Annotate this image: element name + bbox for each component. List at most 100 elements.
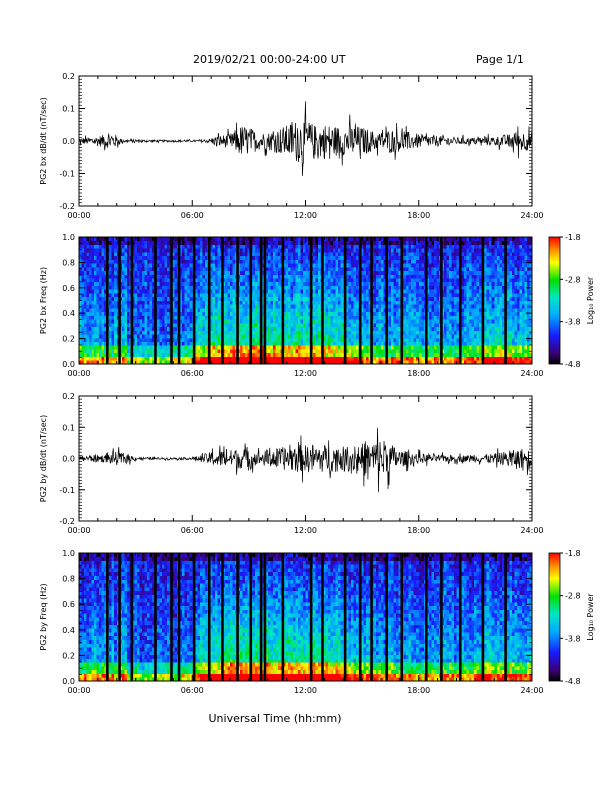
spectrogram-cell xyxy=(124,307,128,313)
spectrogram-cell xyxy=(388,248,392,253)
spectrogram-cell xyxy=(338,360,342,365)
spectrogram-cell xyxy=(184,263,188,268)
spectrogram-cell xyxy=(199,330,203,335)
spectrogram-cell xyxy=(383,322,387,328)
spectrogram-cell xyxy=(275,300,279,305)
spectrogram-cell xyxy=(325,315,329,320)
spectrogram-cell xyxy=(245,281,249,286)
spectrogram-cell xyxy=(232,251,236,257)
spectrogram-cell xyxy=(174,255,178,260)
spectrogram-cell xyxy=(209,300,213,305)
spectrogram-cell xyxy=(79,244,82,249)
spectrogram-cell xyxy=(257,322,261,328)
spectrogram-cell xyxy=(287,334,291,339)
spectrogram-cell xyxy=(197,311,201,316)
spectrogram-cell xyxy=(151,266,155,272)
spectrogram-cell xyxy=(403,349,407,354)
spectrogram-cell xyxy=(363,307,367,313)
spectrogram-cell xyxy=(199,248,203,253)
spectrogram-cell xyxy=(126,251,130,257)
spectrogram-cell xyxy=(267,244,271,249)
spectrogram-cell xyxy=(182,337,186,342)
spectrogram-cell xyxy=(290,255,294,260)
spectrogram-cell xyxy=(101,337,105,342)
spectrogram-cell xyxy=(209,266,213,272)
spectrogram-cell xyxy=(162,315,165,320)
spectrogram-cell xyxy=(426,341,430,346)
spectrogram-cell xyxy=(214,281,218,286)
spectrogram-cell xyxy=(224,356,228,361)
spectrogram-cell xyxy=(164,315,168,320)
spectrogram-cell xyxy=(313,274,316,279)
spectrogram-cell xyxy=(391,248,394,253)
spectrogram-cell xyxy=(255,360,259,365)
spectrogram-cell xyxy=(144,289,148,294)
spectrogram-cell xyxy=(323,337,327,342)
spectrogram-cell xyxy=(126,255,130,260)
spectrogram-cell xyxy=(275,341,279,346)
spectrogram-cell xyxy=(295,334,299,339)
spectrogram-cell xyxy=(323,263,327,268)
spectrogram-cell xyxy=(89,322,92,328)
spectrogram-cell xyxy=(109,293,113,298)
spectrogram-cell xyxy=(189,274,193,279)
spectrogram-cell xyxy=(99,304,103,309)
spectrogram-cell xyxy=(272,337,276,342)
spectrogram-cell xyxy=(300,315,304,320)
spectrogram-cell xyxy=(388,315,392,320)
spectrogram-cell xyxy=(131,307,135,313)
spectrogram-cell xyxy=(194,296,198,301)
spectrogram-cell xyxy=(245,326,249,331)
spectrogram-cell xyxy=(167,237,170,242)
spectrogram-cell xyxy=(111,337,115,342)
spectrogram-cell xyxy=(204,281,208,286)
spectrogram-cell xyxy=(388,259,392,264)
spectrogram-cell xyxy=(275,251,279,257)
spectrogram-cell xyxy=(174,304,178,309)
spectrogram-cell xyxy=(146,244,150,249)
spectrogram-cell xyxy=(365,248,369,253)
spectrogram-cell xyxy=(308,337,311,342)
spectrogram-cell xyxy=(257,293,261,298)
spectrogram-cell xyxy=(345,244,349,249)
spectrogram-cell xyxy=(141,278,145,283)
spectrogram-cell xyxy=(300,281,304,286)
spectrogram-cell xyxy=(308,270,311,275)
spectrogram-cell xyxy=(406,319,410,324)
spectrogram-cell xyxy=(403,278,407,283)
spectrogram-cell xyxy=(391,259,394,264)
spectrogram-cell xyxy=(290,263,294,268)
spectrogram-cell xyxy=(84,270,87,275)
spectrogram-cell xyxy=(126,248,130,253)
spectrogram-cell xyxy=(81,248,85,253)
spectrogram-cell xyxy=(245,259,249,264)
spectrogram-cell xyxy=(89,296,92,301)
spectrogram-cell xyxy=(96,341,100,346)
spectrogram-cell xyxy=(212,307,216,313)
spectrogram-cell xyxy=(91,293,95,298)
spectrogram-cell xyxy=(416,326,420,331)
spectrogram-cell xyxy=(302,244,306,249)
spectrogram-cell xyxy=(114,293,118,298)
spectrogram-cell xyxy=(139,360,143,365)
spectrogram-cell xyxy=(340,326,344,331)
spectrogram-cell xyxy=(255,289,259,294)
spectrogram-cell xyxy=(308,296,311,301)
spectrogram-cell xyxy=(96,255,100,260)
spectrogram-cell xyxy=(413,259,417,264)
spectrogram-cell xyxy=(368,274,372,279)
spectrogram-cell xyxy=(350,337,354,342)
spectrogram-cell xyxy=(431,345,435,350)
spectrogram-cell xyxy=(338,263,342,268)
spectrogram-cell xyxy=(189,278,193,283)
spectrogram-cell xyxy=(197,341,201,346)
spectrogram-cell xyxy=(378,360,382,365)
spectrogram-cell xyxy=(230,274,233,279)
spectrogram-cell xyxy=(428,259,432,264)
spectrogram-cell xyxy=(197,352,201,357)
spectrogram-cell xyxy=(212,293,216,298)
spectrogram-cell xyxy=(157,319,160,324)
spectrogram-cell xyxy=(388,240,392,245)
spectrogram-cell xyxy=(290,289,294,294)
spectrogram-cell xyxy=(403,322,407,328)
